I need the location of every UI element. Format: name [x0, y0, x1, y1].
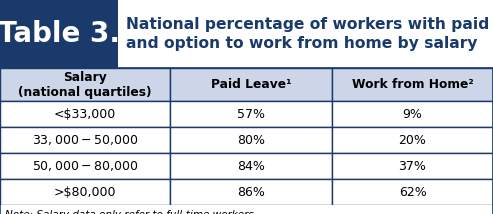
- Text: 86%: 86%: [237, 186, 265, 199]
- Bar: [118, 0, 493, 68]
- Bar: [170, 127, 332, 153]
- Bar: [170, 68, 332, 101]
- Text: Work from Home²: Work from Home²: [352, 78, 473, 91]
- Text: 80%: 80%: [237, 134, 265, 147]
- Text: 9%: 9%: [403, 107, 423, 120]
- Text: Table 3.: Table 3.: [0, 20, 120, 48]
- Bar: [332, 127, 493, 153]
- Text: $50,000 - $80,000: $50,000 - $80,000: [32, 159, 138, 173]
- Text: 84%: 84%: [237, 159, 265, 172]
- Bar: [0, 153, 170, 179]
- Bar: [0, 0, 118, 68]
- Text: 62%: 62%: [399, 186, 426, 199]
- Bar: [0, 0, 493, 68]
- Text: 37%: 37%: [398, 159, 426, 172]
- Bar: [170, 153, 332, 179]
- Bar: [170, 101, 332, 127]
- Bar: [0, 127, 170, 153]
- Bar: [332, 68, 493, 101]
- Text: <$33,000: <$33,000: [54, 107, 116, 120]
- Text: 57%: 57%: [237, 107, 265, 120]
- Bar: [332, 179, 493, 205]
- Bar: [332, 153, 493, 179]
- Text: $33,000 - $50,000: $33,000 - $50,000: [32, 133, 138, 147]
- Text: Paid Leave¹: Paid Leave¹: [211, 78, 291, 91]
- Bar: [0, 101, 170, 127]
- Text: Note: Salary data only refer to full-time workers: Note: Salary data only refer to full-tim…: [5, 210, 254, 214]
- Bar: [0, 68, 493, 214]
- Text: National percentage of workers with paid leave
and option to work from home by s: National percentage of workers with paid…: [126, 17, 493, 51]
- Bar: [0, 68, 170, 101]
- Text: 20%: 20%: [398, 134, 426, 147]
- Bar: [0, 205, 493, 214]
- Bar: [332, 101, 493, 127]
- Bar: [0, 179, 170, 205]
- Bar: [170, 179, 332, 205]
- Text: >$80,000: >$80,000: [54, 186, 116, 199]
- Text: Salary
(national quartiles): Salary (national quartiles): [18, 70, 152, 98]
